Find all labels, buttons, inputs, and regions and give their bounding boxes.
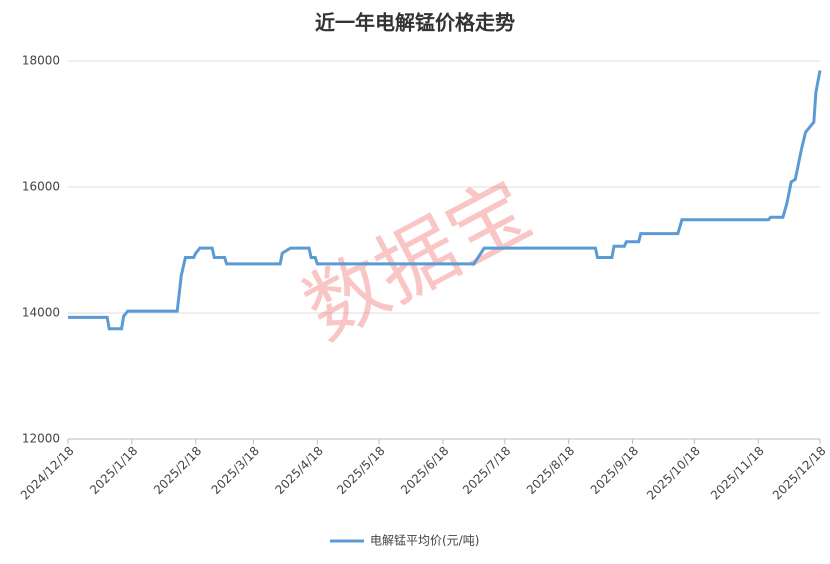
x-tick-label: 2025/2/18	[151, 444, 204, 497]
x-tick-label: 2025/3/18	[209, 444, 262, 497]
x-tick-label: 2025/8/18	[524, 444, 577, 497]
y-tick-label: 18000	[22, 54, 60, 68]
x-tick-label: 2025/5/18	[334, 444, 387, 497]
watermark: 数据宝	[290, 163, 546, 358]
y-tick-label: 16000	[22, 180, 60, 194]
x-tick-label: 2025/12/18	[770, 444, 829, 503]
x-tick-label: 2025/10/18	[644, 444, 703, 503]
x-tick-label: 2025/9/18	[588, 444, 641, 497]
legend-label: 电解锰平均价(元/吨)	[370, 533, 479, 548]
y-tick-label: 12000	[22, 432, 60, 446]
y-tick-label: 14000	[22, 306, 60, 320]
x-tick-label: 2024/12/18	[18, 444, 77, 503]
x-tick-label: 2025/6/18	[398, 444, 451, 497]
x-tick-label: 2025/4/18	[272, 444, 325, 497]
x-tick-label: 2025/7/18	[460, 444, 513, 497]
x-tick-label: 2025/11/18	[708, 444, 767, 503]
data-line	[68, 70, 822, 331]
x-tick-label: 2025/1/18	[87, 444, 140, 497]
chart-title: 近一年电解锰价格走势	[315, 11, 515, 35]
